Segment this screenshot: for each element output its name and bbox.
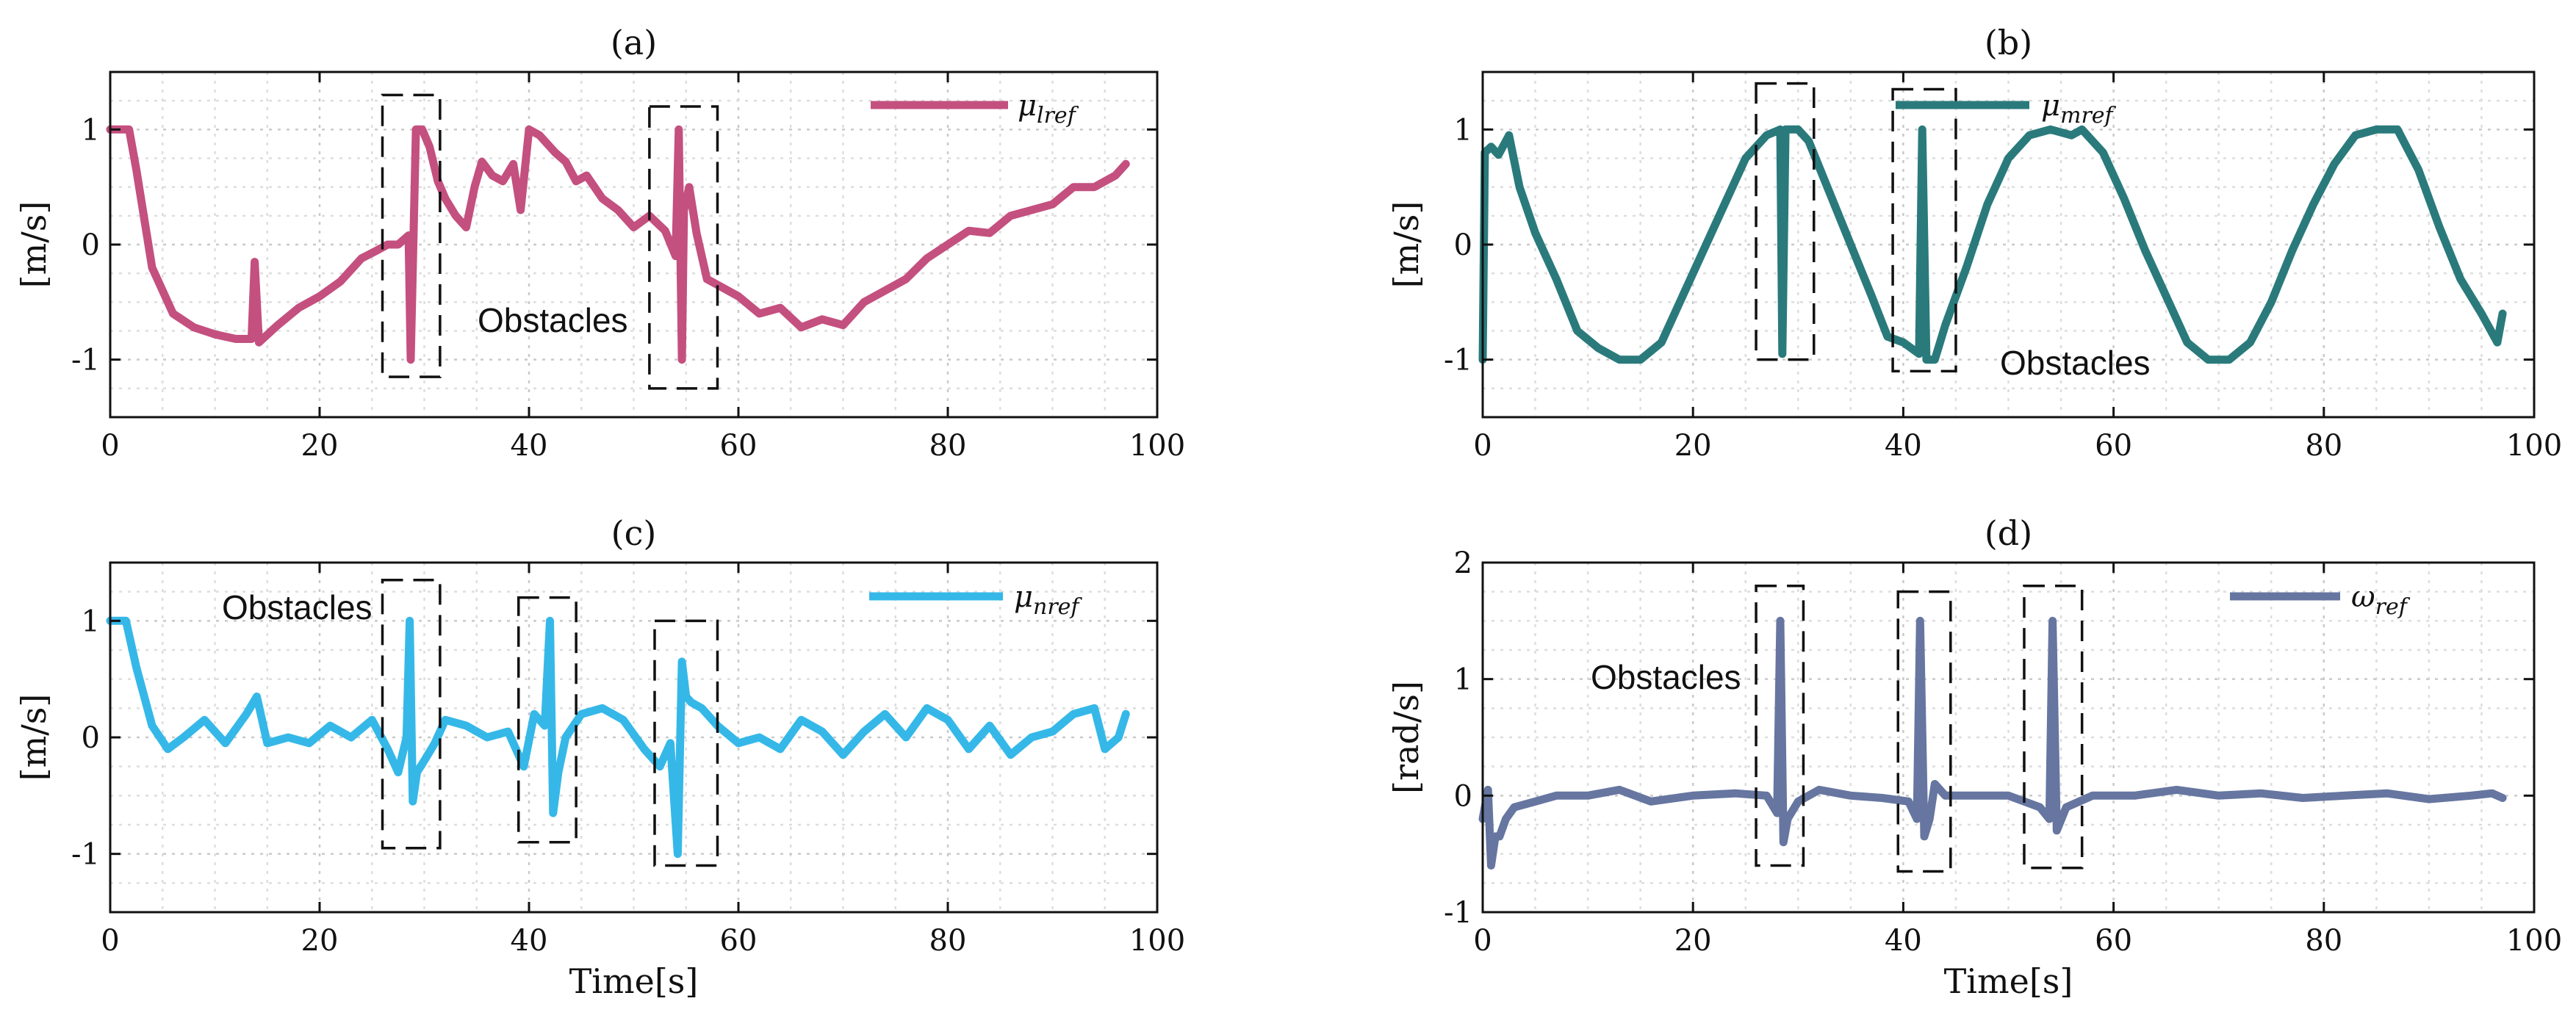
panel-title: (d) [1985,513,2032,553]
obstacle-box [1891,87,1957,373]
x-tick-label: 80 [929,924,967,958]
x-tick-label: 100 [2506,924,2562,958]
x-tick-label: 40 [511,924,548,958]
y-tick-label: -1 [1444,344,1472,377]
series-line-a [106,125,1130,364]
series-line-c [106,616,1130,859]
obstacles-annotation: Obstacles [222,588,373,626]
series-line-b [1478,125,2507,364]
legend-subscript: mref [2060,103,2117,129]
legend-subscript: lref [1037,103,1079,129]
obstacle-box [2023,584,2084,870]
legend-label: μlref [1018,89,1079,129]
panel-d: 0 20 40 60 80 100-1012(d)[rad/s]Time[s]ωrefOb… [1386,513,2562,1001]
legend-subscript: nref [1033,594,1082,620]
legend-symbol: ω [2351,580,2375,614]
legend-subscript: ref [2375,594,2411,620]
y-axis-label: [rad/s] [1386,681,1426,794]
y-tick-label: 0 [1454,779,1472,813]
panel-a: 0 20 40 60 80 100 -1 0 1 (a) [m/s] μlref Obstacles [14,23,1185,463]
legend-label: ωref [2351,580,2411,620]
x-tick-label: 60 [720,924,758,958]
y-axis-label: [m/s] [14,694,54,781]
y-tick-label: 1 [1454,663,1472,697]
x-tick-label: 100 [2506,429,2562,463]
x-tick-label: 40 [511,429,548,463]
obstacle-box [1755,584,1805,867]
x-tick-label: 20 [301,924,339,958]
y-tick-label: -1 [71,838,100,872]
x-tick-label: 80 [2305,924,2342,958]
x-tick-label: 0 [101,429,119,463]
x-tick-label: 0 [101,924,119,958]
x-tick-label: 20 [1674,924,1712,958]
y-tick-label: 0 [82,228,100,262]
panel-b: 0 20 40 60 80 100 -1 0 1 (b) [m/s] μmref Obstacles [1386,23,2562,463]
x-tick-label: 40 [1885,429,1922,463]
x-axis-label: Time[s] [569,961,699,1001]
x-tick-label: 100 [1129,924,1185,958]
x-tick-label: 80 [929,429,967,463]
legend-symbol: μ [1014,580,1033,614]
obstacles-annotation: Obstacles [2000,344,2151,382]
legend-label: μnref [1014,580,1082,620]
legend-symbol: μ [1018,89,1037,123]
x-axis-label: Time[s] [1944,961,2073,1001]
obstacle-box [381,579,442,850]
y-tick-label: 1 [82,604,100,638]
y-tick-label: 0 [82,721,100,755]
x-tick-label: 40 [1885,924,1922,958]
y-tick-label: -1 [71,344,100,377]
y-tick-label: -1 [1444,896,1472,930]
panel-title: (c) [611,513,657,553]
obstacle-box [1896,590,1952,873]
grid-lines [1481,561,2536,914]
obstacle-box [517,596,578,844]
panel-title: (a) [611,23,657,62]
x-tick-label: 60 [720,429,758,463]
legend-label: μmref [2041,89,2117,129]
obstacles-annotation: Obstacles [478,301,628,339]
x-tick-label: 100 [1129,429,1185,463]
plot-area [110,72,1157,417]
obstacle-box [648,105,719,390]
y-tick-label: 2 [1454,546,1472,580]
panel-title: (b) [1985,23,2032,62]
panel-c: 0 20 40 60 80 100 -1 0 1 (c) [m/s] Time[s] μnref Obst… [14,513,1185,1001]
series-line-d [1478,616,2507,870]
y-tick-label: 0 [1454,228,1472,262]
obstacle-box [1755,82,1816,361]
x-tick-label: 0 [1473,429,1492,463]
y-tick-label: 1 [1454,113,1472,147]
plot-area [1483,72,2534,417]
obstacle-box [653,619,719,867]
legend-symbol: μ [2041,89,2060,123]
x-tick-label: 60 [2095,924,2132,958]
obstacle-box [381,93,442,378]
y-axis-label: [m/s] [1386,201,1426,289]
x-tick-label: 20 [301,429,339,463]
x-tick-label: 60 [2095,429,2132,463]
x-tick-label: 80 [2305,429,2342,463]
y-axis-label: [m/s] [14,201,54,289]
obstacles-annotation: Obstacles [1591,658,1741,696]
x-tick-label: 20 [1674,429,1712,463]
axes-frame [1481,561,2536,914]
y-tick-label: 1 [82,113,100,147]
x-tick-label: 0 [1473,924,1492,958]
